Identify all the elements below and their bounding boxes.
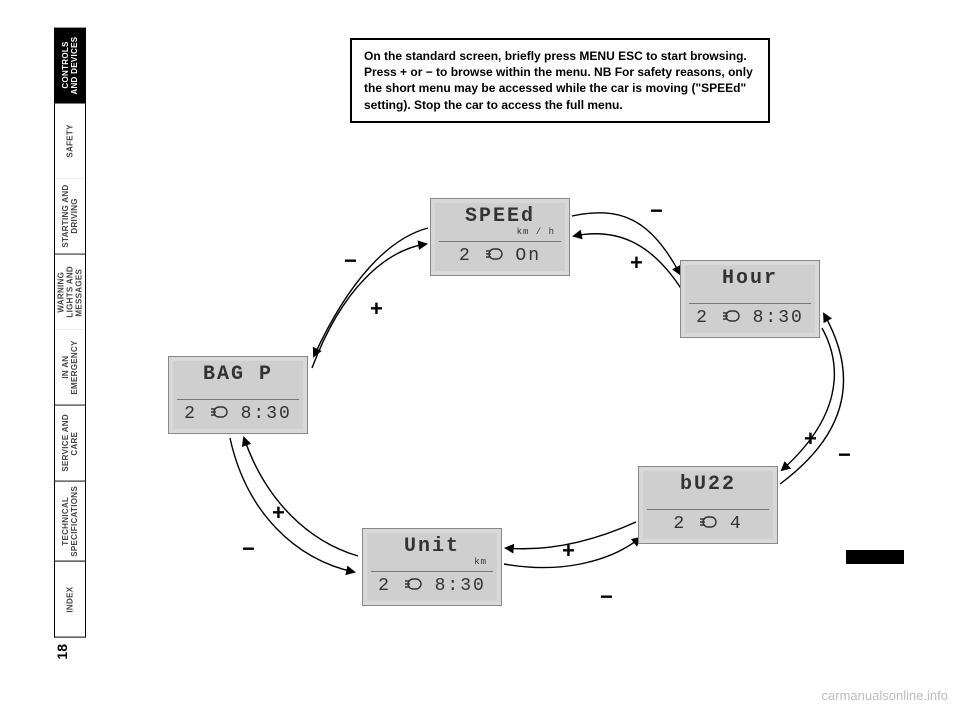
tab-emergency[interactable]: IN AN EMERGENCY <box>54 330 86 406</box>
display-buzz-value: 2 4 <box>639 514 777 535</box>
display-hour-value: 2 8:30 <box>681 308 819 329</box>
tab-warnings[interactable]: WARNING LIGHTS AND MESSAGES <box>54 255 86 331</box>
tab-safety[interactable]: SAFETY <box>54 104 86 180</box>
tab-controls[interactable]: CONTROLS AND DEVICES <box>54 28 86 104</box>
headlamp-icon <box>722 309 740 329</box>
display-hour: Hour 2 8:30 <box>680 260 820 338</box>
display-unit: Unit km 2 8:30 <box>362 528 502 606</box>
headlamp-icon <box>485 247 503 267</box>
plus-sign: + <box>562 538 575 564</box>
headlamp-icon <box>210 405 228 425</box>
minus-sign: − <box>344 248 357 274</box>
display-speed-sub: km / h <box>517 227 555 237</box>
headlamp-icon <box>699 515 717 535</box>
page-canvas: On the standard screen, briefly press ME… <box>90 28 910 668</box>
plus-sign: + <box>272 500 285 526</box>
minus-sign: − <box>242 536 255 562</box>
display-speed-title: SPEEd <box>431 205 569 228</box>
watermark: carmanualsonline.info <box>822 688 948 703</box>
display-buzz: bU22 2 4 <box>638 466 778 544</box>
display-bagp-value: 2 8:30 <box>169 404 307 425</box>
minus-sign: − <box>650 198 663 224</box>
display-hour-title: Hour <box>681 267 819 290</box>
tab-index[interactable]: INDEX <box>54 561 86 638</box>
plus-sign: + <box>804 426 817 452</box>
display-buzz-title: bU22 <box>639 473 777 496</box>
display-unit-title: Unit <box>363 535 501 558</box>
tab-tech[interactable]: TECHNICAL SPECIFICATIONS <box>54 482 86 562</box>
page-number: 18 <box>54 644 70 660</box>
display-bagp-title: BAG P <box>169 363 307 386</box>
tab-starting[interactable]: STARTING AND DRIVING <box>54 179 86 255</box>
headlamp-icon <box>404 577 422 597</box>
display-speed: SPEEd km / h 2 On <box>430 198 570 276</box>
display-bagp: BAG P 2 8:30 <box>168 356 308 434</box>
minus-sign: − <box>600 584 613 610</box>
minus-sign: − <box>838 442 851 468</box>
tab-service[interactable]: SERVICE AND CARE <box>54 406 86 482</box>
display-unit-sub: km <box>474 557 487 567</box>
instruction-box: On the standard screen, briefly press ME… <box>350 38 770 123</box>
plus-sign: + <box>630 250 643 276</box>
display-unit-value: 2 8:30 <box>363 576 501 597</box>
figure-label <box>846 550 904 564</box>
display-speed-value: 2 On <box>431 246 569 267</box>
side-tabs: CONTROLS AND DEVICES SAFETY STARTING AND… <box>54 28 86 638</box>
plus-sign: + <box>370 296 383 322</box>
